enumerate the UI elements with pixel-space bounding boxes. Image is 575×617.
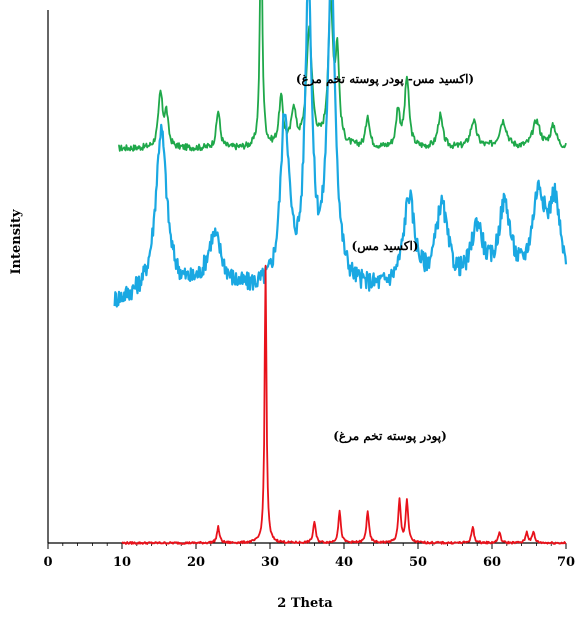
series-eggshell (121, 264, 567, 545)
labels: Intensity 2 Theta (اکسید مس- پودر پوسته … (9, 72, 474, 611)
series-copper-oxide (113, 0, 568, 308)
series-composite (118, 0, 567, 152)
x-tick-label: 60 (483, 555, 501, 570)
annotation-copper-oxide: (اکسید مس) (352, 239, 419, 254)
axes: 0 10 20 30 40 50 60 70 (43, 10, 575, 570)
x-tick-label: 40 (335, 555, 353, 570)
x-tick-label: 0 (43, 555, 52, 570)
x-axis-label: 2 Theta (277, 596, 333, 611)
x-tick-label: 50 (409, 555, 427, 570)
x-tick-label: 10 (113, 555, 131, 570)
x-tick-label: 30 (261, 555, 279, 570)
y-axis-label: Intensity (9, 209, 24, 275)
x-tick-label: 20 (187, 555, 205, 570)
series-group (113, 0, 568, 545)
x-tick-label: 70 (557, 555, 575, 570)
annotation-composite: (اکسید مس- پودر پوسته تخم مرغ) (296, 72, 474, 87)
annotation-eggshell: (پودر پوسته تخم مرغ) (333, 429, 447, 444)
